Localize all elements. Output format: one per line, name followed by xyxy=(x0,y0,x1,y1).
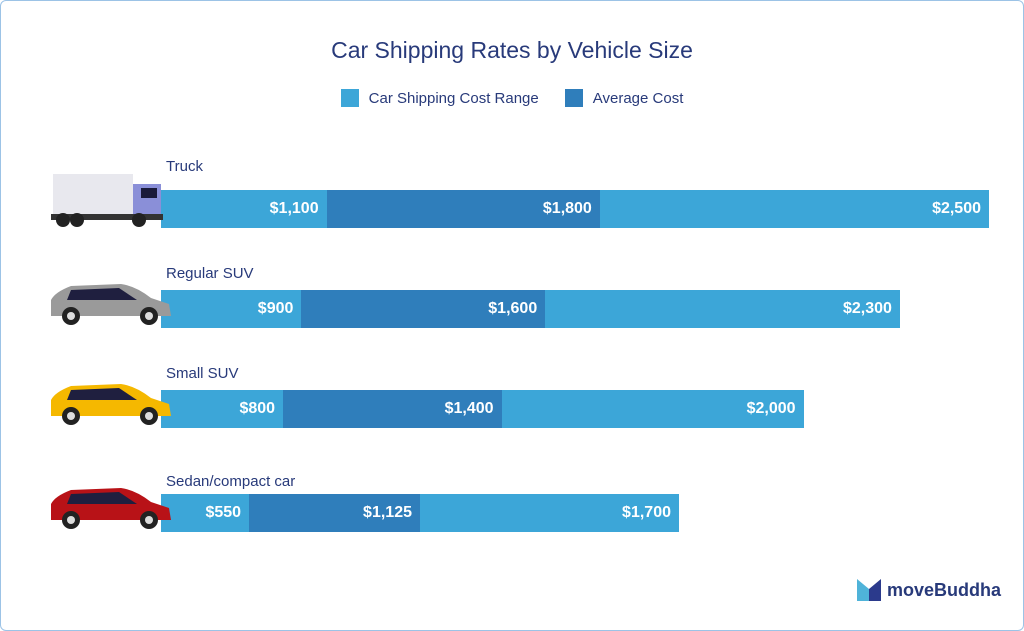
value-label-max: $2,300 xyxy=(842,300,892,317)
bar-segment-max xyxy=(545,290,900,328)
chart-title: Car Shipping Rates by Vehicle Size xyxy=(331,37,693,63)
value-label-average: $1,400 xyxy=(444,400,494,417)
value-label-average: $1,125 xyxy=(363,504,412,521)
bar-segment-min xyxy=(161,494,250,532)
bar-truck: $1,100 $1,800 $2,500 xyxy=(161,190,989,228)
suv-icon xyxy=(41,278,176,333)
bar-segment-min xyxy=(161,190,327,228)
legend-swatch xyxy=(564,89,583,107)
value-label-min: $550 xyxy=(205,504,242,521)
value-label-max: $1,700 xyxy=(622,504,671,521)
value-label-max: $2,500 xyxy=(932,200,981,217)
bar-segment-min xyxy=(161,290,302,328)
category-label-sedan: Sedan/compact car xyxy=(166,473,296,490)
legend: Car Shipping Cost Range Average Cost xyxy=(1,89,1023,107)
bar-segment-average xyxy=(283,390,502,428)
value-label-max: $2,000 xyxy=(746,400,796,417)
legend-label: Average Cost xyxy=(592,89,684,107)
legend-swatch xyxy=(340,89,359,107)
category-label-regular-suv: Regular SUV xyxy=(166,265,254,282)
small-suv-icon xyxy=(41,378,176,433)
value-label-average: $1,800 xyxy=(542,200,592,217)
truck-icon xyxy=(41,170,171,235)
bar-segment-max xyxy=(501,390,804,428)
movebuddha-logo: moveBuddha xyxy=(857,579,1001,601)
bar-segment-max xyxy=(599,190,989,228)
category-label-small-suv: Small SUV xyxy=(166,365,239,382)
bar-segment-min xyxy=(161,390,284,428)
value-label-min: $900 xyxy=(257,300,294,317)
logo-text: moveBuddha xyxy=(887,579,1002,600)
legend-item-range: Car Shipping Cost Range xyxy=(340,89,539,107)
bar-segment-max xyxy=(419,494,679,532)
category-label-truck: Truck xyxy=(166,158,203,175)
bar-segment-average xyxy=(301,290,546,328)
logo-icon xyxy=(857,579,881,601)
bar-sedan: $550 $1,125 $1,700 xyxy=(161,494,679,532)
bar-segment-average xyxy=(326,190,600,228)
bar-segment-average xyxy=(249,494,420,532)
value-label-average: $1,600 xyxy=(488,300,538,317)
value-label-min: $1,100 xyxy=(269,200,319,217)
bar-small-suv: $800 $1,400 $2,000 xyxy=(161,390,804,428)
value-label-min: $800 xyxy=(239,400,276,417)
legend-label: Car Shipping Cost Range xyxy=(368,89,539,107)
bar-regular-suv: $900 $1,600 $2,300 xyxy=(161,290,900,328)
legend-item-average: Average Cost xyxy=(564,89,684,107)
sedan-icon xyxy=(41,482,176,537)
